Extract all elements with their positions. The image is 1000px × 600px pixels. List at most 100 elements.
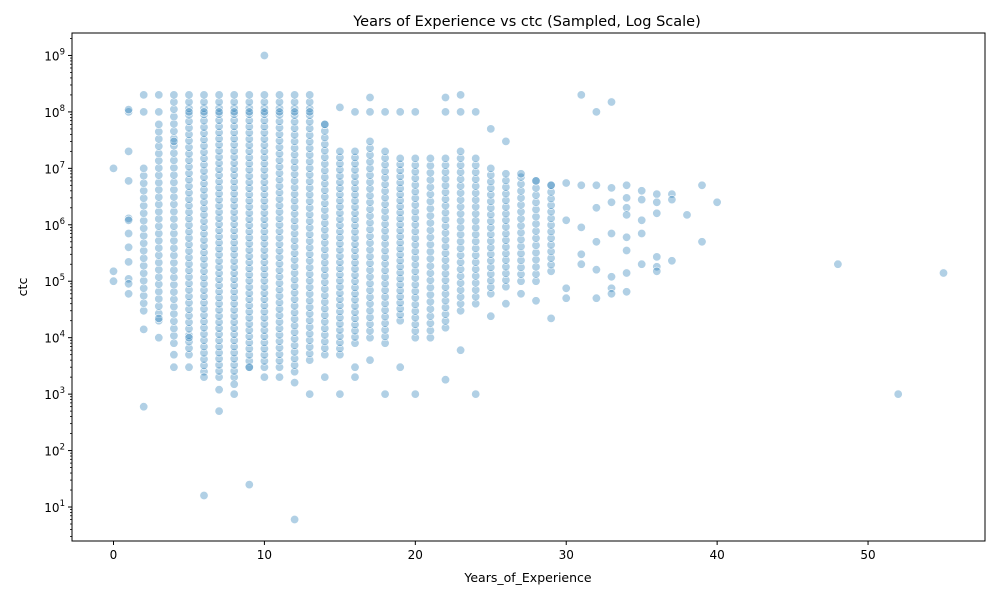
scatter-point	[320, 343, 330, 353]
scatter-point	[320, 264, 330, 274]
scatter-point	[546, 253, 556, 263]
scatter-point	[184, 149, 194, 159]
scatter-point	[335, 153, 345, 163]
scatter-point	[244, 146, 254, 156]
scatter-point	[259, 165, 269, 175]
scatter-point	[350, 233, 360, 243]
scatter-point	[259, 140, 269, 150]
scatter-point	[501, 189, 511, 199]
scatter-point	[244, 480, 254, 490]
scatter-point	[546, 240, 556, 250]
scatter-point	[169, 126, 179, 136]
scatter-point	[199, 367, 209, 377]
scatter-point	[410, 286, 420, 296]
scatter-point	[440, 107, 450, 117]
scatter-point	[305, 210, 315, 220]
scatter-point	[350, 372, 360, 382]
scatter-point	[305, 163, 315, 173]
scatter-point	[169, 302, 179, 312]
scatter-point	[380, 239, 390, 249]
scatter-point	[380, 186, 390, 196]
scatter-point	[199, 329, 209, 339]
scatter-point	[244, 103, 254, 113]
scatter-point	[139, 107, 149, 117]
scatter-point	[290, 163, 300, 173]
scatter-point	[290, 202, 300, 212]
scatter-point	[471, 209, 481, 219]
scatter-point	[274, 136, 284, 146]
scatter-point	[199, 116, 209, 126]
scatter-point	[199, 210, 209, 220]
scatter-point	[109, 276, 119, 286]
scatter-point	[501, 242, 511, 252]
scatter-point	[335, 343, 345, 353]
scatter-point	[154, 163, 164, 173]
scatter-point	[365, 107, 375, 117]
scatter-point	[229, 274, 239, 284]
scatter-point	[501, 268, 511, 278]
scatter-point	[606, 272, 616, 282]
scatter-point	[425, 225, 435, 235]
scatter-point	[244, 165, 254, 175]
scatter-point	[290, 347, 300, 357]
scatter-point	[425, 232, 435, 242]
scatter-point	[229, 299, 239, 309]
scatter-point	[199, 266, 209, 276]
scatter-point	[335, 146, 345, 156]
scatter-point	[486, 236, 496, 246]
scatter-point	[154, 333, 164, 343]
scatter-point	[335, 276, 345, 286]
scatter-point	[229, 225, 239, 235]
scatter-point	[365, 299, 375, 309]
scatter-point	[305, 256, 315, 266]
scatter-point	[516, 262, 526, 272]
scatter-point	[425, 254, 435, 264]
scatter-point	[169, 148, 179, 158]
scatter-point	[380, 199, 390, 209]
scatter-point	[380, 232, 390, 242]
scatter-point	[622, 287, 632, 297]
scatter-point	[365, 333, 375, 343]
scatter-point	[259, 245, 269, 255]
scatter-point	[425, 290, 435, 300]
scatter-point	[244, 177, 254, 187]
scatter-point	[214, 90, 224, 100]
scatter-point	[410, 153, 420, 163]
scatter-point	[350, 289, 360, 299]
scatter-point	[244, 337, 254, 347]
scatter-point	[425, 204, 435, 214]
scatter-point	[244, 214, 254, 224]
scatter-point	[154, 279, 164, 289]
scatter-point	[290, 117, 300, 127]
scatter-point	[471, 202, 481, 212]
scatter-point	[380, 193, 390, 203]
scatter-point	[199, 304, 209, 314]
scatter-point	[199, 107, 209, 117]
scatter-point	[486, 170, 496, 180]
scatter-point	[440, 208, 450, 218]
scatter-point	[184, 333, 194, 343]
scatter-point	[290, 353, 300, 363]
scatter-point	[290, 150, 300, 160]
scatter-point	[184, 291, 194, 301]
scatter-point	[531, 233, 541, 243]
scatter-point	[546, 233, 556, 243]
scatter-point	[305, 157, 315, 167]
scatter-point	[305, 243, 315, 253]
scatter-point	[184, 362, 194, 372]
scatter-point	[350, 252, 360, 262]
scatter-point	[410, 233, 420, 243]
scatter-point	[440, 201, 450, 211]
scatter-point	[199, 279, 209, 289]
scatter-point	[591, 107, 601, 117]
scatter-point	[199, 229, 209, 239]
scatter-point	[622, 232, 632, 242]
scatter-point	[229, 348, 239, 358]
scatter-point	[365, 285, 375, 295]
scatter-point	[229, 305, 239, 315]
scatter-point	[456, 146, 466, 156]
scatter-point	[501, 249, 511, 259]
scatter-point	[169, 155, 179, 165]
scatter-point	[335, 263, 345, 273]
scatter-point	[229, 311, 239, 321]
